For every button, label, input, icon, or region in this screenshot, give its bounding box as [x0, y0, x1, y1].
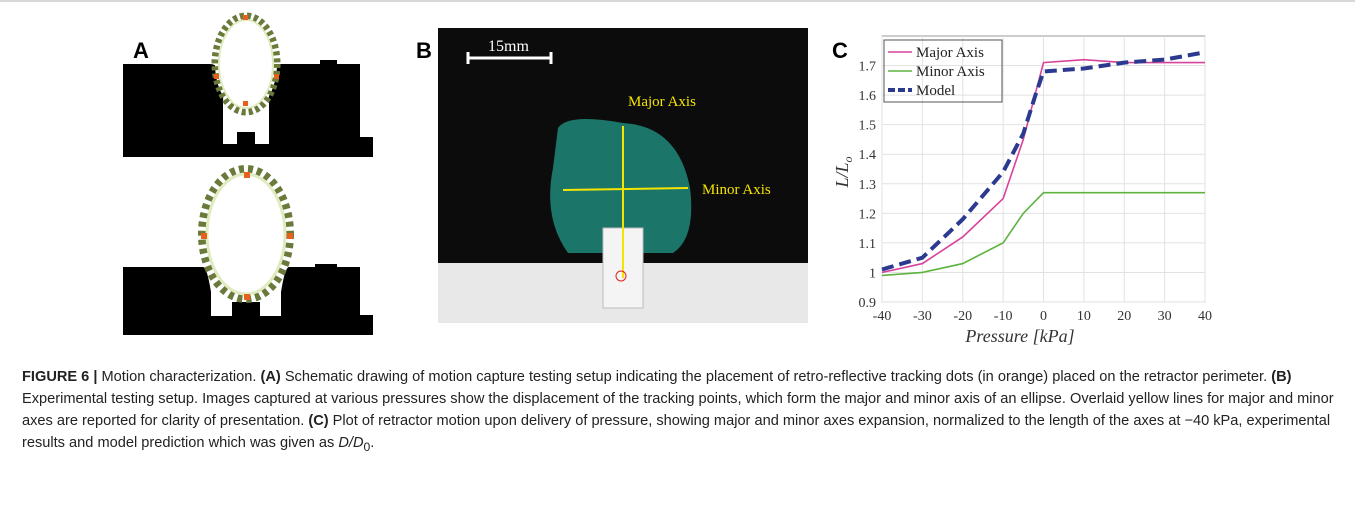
schematic	[115, 2, 385, 347]
y-tick-label: 1.7	[859, 60, 877, 75]
x-tick-label: 10	[1077, 309, 1091, 324]
y-tick-label: 1.1	[859, 237, 877, 252]
figure: A B 15mm Major Axis Minor Axis C	[0, 0, 1355, 345]
y-axis-label: L/Lo	[832, 156, 855, 188]
legend-label: Major Axis	[916, 45, 984, 61]
caption-run: Schematic drawing of motion capture test…	[281, 369, 1271, 385]
caption-run: D/D	[338, 435, 363, 451]
y-tick-label: 1.2	[859, 207, 877, 222]
retractor-top	[123, 15, 373, 157]
x-tick-label: -10	[994, 309, 1013, 324]
x-tick-label: 20	[1117, 309, 1131, 324]
retractor-bottom	[123, 169, 373, 335]
y-tick-label: 1.6	[859, 89, 877, 104]
y-tick-label: 1.5	[859, 119, 877, 134]
caption: FIGURE 6 | Motion characterization. (A) …	[22, 366, 1340, 458]
x-tick-label: 30	[1158, 309, 1172, 324]
minor-label: Minor Axis	[702, 182, 771, 198]
y-label-sub: o	[841, 156, 855, 162]
y-tick-label: 0.9	[859, 296, 877, 311]
x-tick-label: 0	[1040, 309, 1047, 324]
y-tick-label: 1.4	[859, 148, 877, 163]
major-label: Major Axis	[628, 94, 696, 110]
page: {"figure": { "panel_a": {"label": "A"}, …	[0, 0, 1355, 517]
caption-run: Motion characterization.	[97, 369, 260, 385]
caption-run: (C)	[308, 413, 328, 429]
caption-run: (A)	[261, 369, 281, 385]
scale-label: 15mm	[488, 38, 529, 55]
y-tick-label: 1.3	[859, 178, 877, 193]
legend-label: Minor Axis	[916, 64, 985, 80]
y-tick-label: 1	[869, 266, 876, 281]
caption-run: (B)	[1271, 369, 1291, 385]
caption-run: FIGURE 6 |	[22, 369, 97, 385]
chart: Pressure [kPa] L/Lo -40 -30 -20 -10 0 10 20 30 4…	[820, 22, 1240, 347]
x-tick-label: -20	[953, 309, 972, 324]
photo: 15mm Major Axis Minor Axis	[438, 28, 808, 323]
legend-label: Model	[916, 83, 955, 99]
x-tick-label: -40	[873, 309, 892, 324]
x-tick-label: 40	[1198, 309, 1212, 324]
x-axis-label: Pressure [kPa]	[964, 326, 1074, 346]
y-label-main: L/L	[832, 162, 852, 188]
panel-label: B	[416, 38, 432, 64]
caption-run: .	[370, 435, 374, 451]
x-tick-label: -30	[913, 309, 932, 324]
